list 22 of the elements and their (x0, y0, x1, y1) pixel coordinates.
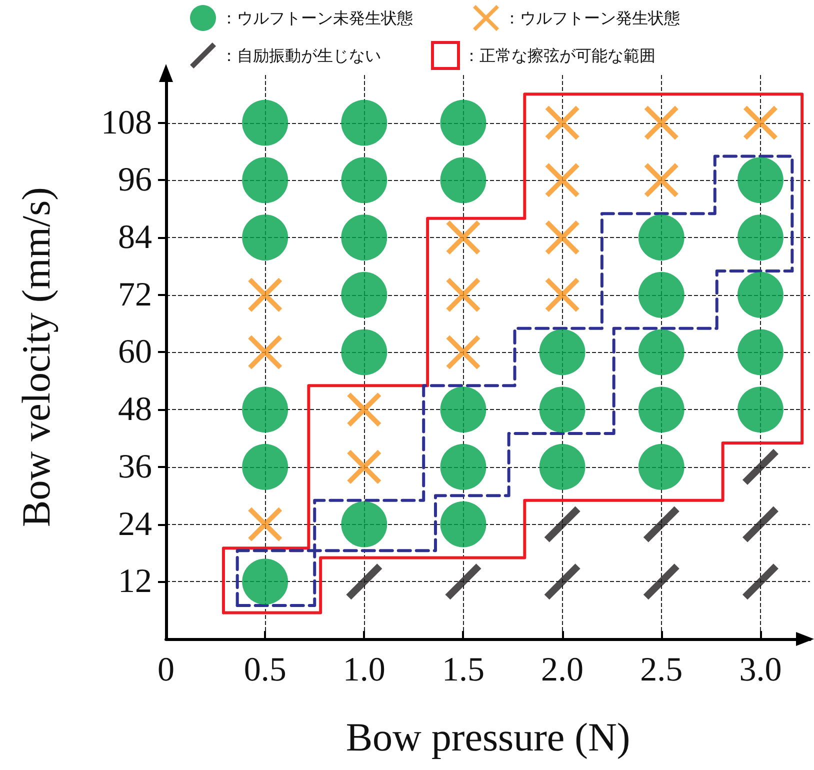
y-axis-title: Bow velocity (mm/s) (14, 187, 58, 527)
legend-label: ：ウルフトーン未発生状態 (221, 8, 413, 28)
y-tick-label: 36 (118, 448, 152, 486)
y-tick-label: 24 (118, 506, 152, 543)
x-tick-label: 1.0 (342, 652, 386, 688)
y-tick-label: 60 (118, 334, 152, 371)
x-tick-label: 0.5 (244, 652, 286, 688)
y-tick-label: 72 (118, 276, 152, 314)
legend-label: ：正常な擦弦が可能な範囲 (464, 46, 656, 65)
y-tick-label: 108 (101, 104, 152, 142)
x-tick-label: 2.5 (640, 652, 683, 688)
y-tick-label: 96 (118, 162, 152, 199)
legend-label: ：自励振動が生じない (221, 46, 381, 65)
x-tick-label: 2.0 (541, 652, 584, 688)
y-tick-label: 84 (118, 219, 152, 256)
y-tick-label: 48 (118, 391, 152, 428)
legend-label: ：ウルフトーン発生状態 (504, 8, 680, 28)
x-tick-label: 0 (158, 652, 174, 688)
x-tick-label: 3.0 (739, 652, 782, 688)
y-tick-label: 12 (118, 563, 152, 600)
x-tick-label: 1.5 (442, 652, 484, 688)
x-axis-title: Bow pressure (N) (346, 714, 630, 760)
